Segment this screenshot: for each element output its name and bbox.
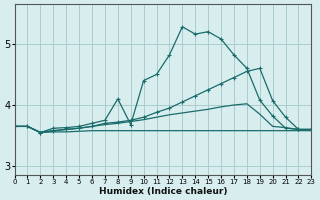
X-axis label: Humidex (Indice chaleur): Humidex (Indice chaleur) (99, 187, 227, 196)
